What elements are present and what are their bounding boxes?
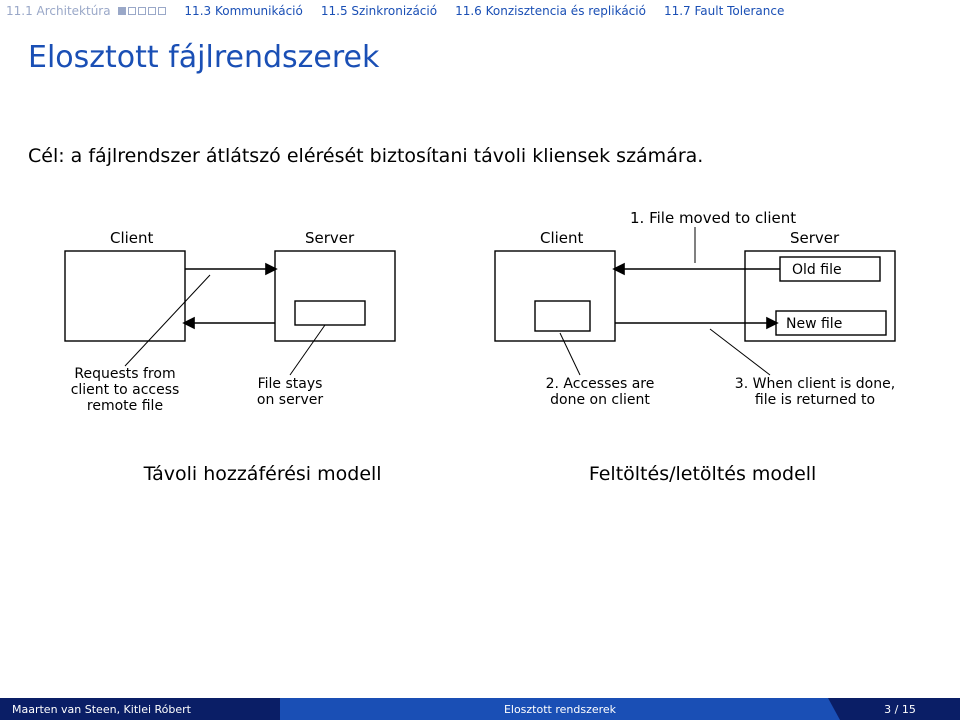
- left-client-label: Client: [110, 229, 154, 247]
- right-acc-1: 2. Accesses are: [546, 376, 655, 392]
- left-req-2: client to access: [71, 382, 180, 398]
- left-server-label: Server: [305, 229, 355, 247]
- left-req-3: remote file: [87, 398, 163, 414]
- nav-item-komm[interactable]: 11.3 Kommunikáció: [184, 4, 302, 18]
- right-top-label: 1. File moved to client: [630, 209, 796, 227]
- top-nav: 11.1 Architektúra 11.3 Kommunikáció 11.5…: [0, 0, 960, 22]
- nav-item-fault[interactable]: 11.7 Fault Tolerance: [664, 4, 784, 18]
- right-server-label: Server: [790, 229, 840, 247]
- progress-dot-icon: [138, 7, 146, 15]
- goal-text: Cél: a fájlrendszer átlátszó elérését bi…: [28, 145, 932, 167]
- diagram-area: Client Server Requests from client to ac…: [40, 203, 920, 463]
- progress-dot-icon: [118, 7, 126, 15]
- slide-title: Elosztott fájlrendszerek: [28, 40, 932, 75]
- right-client-label: Client: [540, 229, 584, 247]
- model-labels-row: Távoli hozzáférési modell Feltöltés/letö…: [40, 463, 920, 485]
- nav-item-konz[interactable]: 11.6 Konzisztencia és replikáció: [455, 4, 646, 18]
- old-file-label: Old file: [792, 262, 842, 278]
- left-stay-2: on server: [257, 392, 323, 408]
- slide-content: Elosztott fájlrendszerek Cél: a fájlrend…: [0, 22, 960, 485]
- progress-dot-icon: [148, 7, 156, 15]
- nav-label: 11.1 Architektúra: [6, 4, 111, 18]
- right-acc-2: done on client: [550, 392, 650, 408]
- left-model-label: Távoli hozzáférési modell: [144, 463, 382, 485]
- right-model-label: Feltöltés/letöltés modell: [589, 463, 817, 485]
- progress-dot-icon: [158, 7, 166, 15]
- footer-center: Elosztott rendszerek: [280, 698, 840, 720]
- left-stay-1: File stays: [258, 376, 323, 392]
- right-ret-1: 3. When client is done,: [735, 376, 895, 392]
- nav-progress-icons: [118, 7, 166, 15]
- left-req-1: Requests from: [74, 366, 175, 382]
- footer-page: 3 / 15: [840, 698, 960, 720]
- new-file-label: New file: [786, 316, 842, 332]
- progress-dot-icon: [128, 7, 136, 15]
- right-ret-2: file is returned to: [755, 392, 875, 408]
- nav-item-arch[interactable]: 11.1 Architektúra: [6, 4, 166, 18]
- nav-item-szinkr[interactable]: 11.5 Szinkronizáció: [321, 4, 437, 18]
- footer-bar: Maarten van Steen, Kitlei Róbert Eloszto…: [0, 698, 960, 720]
- models-diagram: Client Server Requests from client to ac…: [40, 203, 920, 463]
- footer-authors: Maarten van Steen, Kitlei Róbert: [0, 698, 280, 720]
